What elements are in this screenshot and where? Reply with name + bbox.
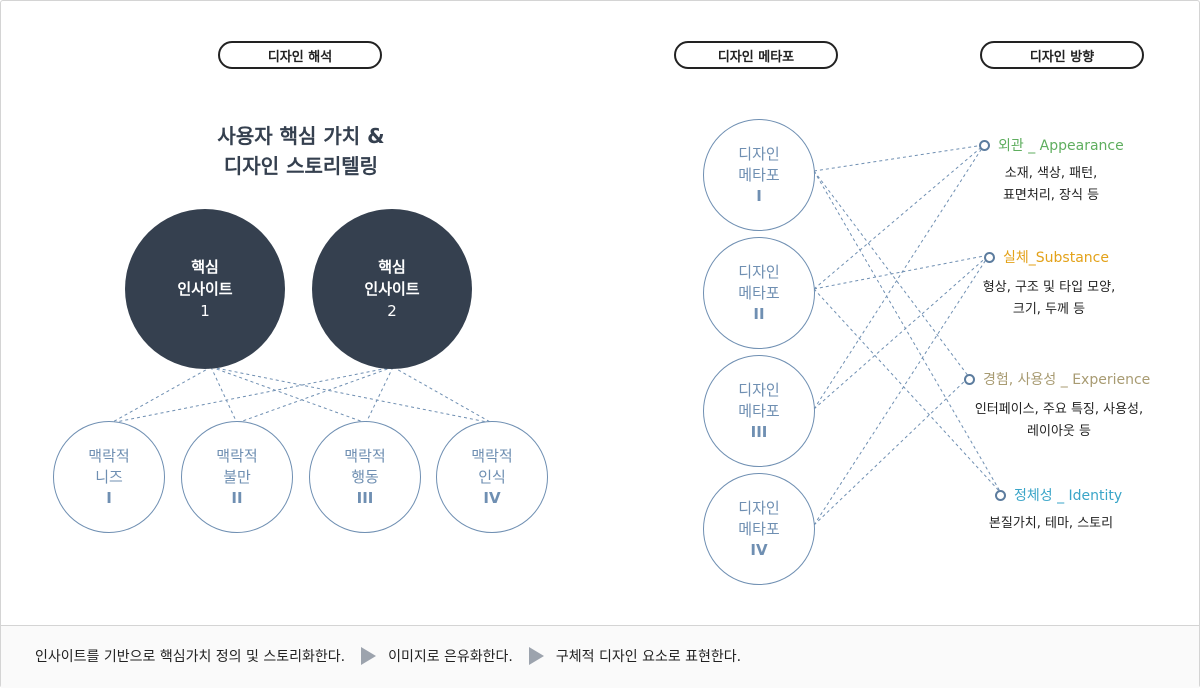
direction-appearance: 외관 _ Appearance xyxy=(979,135,1124,155)
direction-desc-substance: 형상, 구조 및 타입 모양, 크기, 두께 등 xyxy=(949,277,1149,321)
context-label: 맥락적 xyxy=(88,446,130,465)
insight-label: 인사이트 xyxy=(364,280,420,298)
connector-line xyxy=(110,366,394,424)
section-label-text: 디자인 메타포 xyxy=(717,49,795,65)
metaphor-circle-1: 디자인 메타포 I xyxy=(703,119,815,231)
direction-desc-experience: 인터페이스, 주요 특징, 사용성, 레이아웃 등 xyxy=(949,399,1169,443)
connector-line xyxy=(813,170,1002,494)
metaphor-circle-2: 디자인 메타포 II xyxy=(703,237,815,349)
arrow-right-icon xyxy=(528,647,544,665)
connector-line xyxy=(813,144,985,410)
connector-line xyxy=(110,366,212,424)
connector-line xyxy=(210,366,367,424)
context-circle-1: 맥락적 니즈 I xyxy=(53,421,165,533)
metaphor-circle-3: 디자인 메타포 III xyxy=(703,355,815,467)
context-number: III xyxy=(356,488,374,507)
direction-desc-line: 표면처리, 장식 등 xyxy=(1002,188,1100,203)
insight-label: 핵심 xyxy=(378,258,406,276)
metaphor-label: 디자인 xyxy=(738,144,780,163)
headline: 사용자 핵심 가치 & 디자인 스토리텔링 xyxy=(151,121,451,181)
process-step-1: 인사이트를 기반으로 핵심가치 정의 및 스토리화한다. xyxy=(35,649,346,665)
section-label-interpretation: 디자인 해석 xyxy=(218,41,382,69)
context-label: 인식 xyxy=(478,467,506,486)
section-label-text: 디자인 해석 xyxy=(267,49,333,65)
context-label: 맥락적 xyxy=(216,446,258,465)
connector-line xyxy=(813,144,985,172)
context-label: 불만 xyxy=(223,467,251,486)
diagram-area: 디자인 해석 디자인 메타포 디자인 방향 사용자 핵심 가치 & 디자인 스토… xyxy=(1,1,1199,625)
direction-desc-appearance: 소재, 색상, 패턴, 표면처리, 장식 등 xyxy=(961,163,1141,207)
metaphor-number: II xyxy=(753,304,765,323)
connector-line xyxy=(392,366,493,424)
connector-line xyxy=(236,366,394,424)
insight-label: 핵심 xyxy=(191,258,219,276)
metaphor-label: 메타포 xyxy=(738,165,780,184)
direction-title: 경험, 사용성 _ Experience xyxy=(983,372,1151,388)
process-step-2: 이미지로 은유화한다. xyxy=(388,649,513,665)
direction-desc-line: 레이아웃 등 xyxy=(1027,424,1091,439)
context-circle-2: 맥락적 불만 II xyxy=(181,421,293,533)
metaphor-label: 디자인 xyxy=(738,380,780,399)
metaphor-number: I xyxy=(756,186,762,205)
context-label: 맥락적 xyxy=(471,446,513,465)
connector-line xyxy=(813,144,985,290)
metaphor-label: 디자인 xyxy=(738,262,780,281)
context-circle-3: 맥락적 행동 III xyxy=(309,421,421,533)
section-label-text: 디자인 방향 xyxy=(1029,49,1095,65)
metaphor-label: 메타포 xyxy=(738,401,780,420)
process-footer: 인사이트를 기반으로 핵심가치 정의 및 스토리화한다. 이미지로 은유화한다.… xyxy=(1,625,1199,688)
bullet-dot-icon xyxy=(964,373,975,385)
process-steps: 인사이트를 기반으로 핵심가치 정의 및 스토리화한다. 이미지로 은유화한다.… xyxy=(35,646,741,666)
connector-line xyxy=(813,254,990,410)
metaphor-circle-4: 디자인 메타포 IV xyxy=(703,473,815,585)
direction-title: 정체성 _ Identity xyxy=(1014,488,1123,504)
headline-line-1: 사용자 핵심 가치 & xyxy=(217,124,385,148)
context-label: 행동 xyxy=(351,467,379,486)
connector-line xyxy=(365,366,394,424)
direction-substance: 실체_Substance xyxy=(984,247,1109,267)
context-number: II xyxy=(231,488,243,507)
section-label-metaphor: 디자인 메타포 xyxy=(674,41,838,69)
arrow-right-icon xyxy=(361,647,377,665)
insight-number: 2 xyxy=(387,302,397,320)
metaphor-label: 메타포 xyxy=(738,519,780,538)
direction-desc-line: 형상, 구조 및 타입 모양, xyxy=(982,280,1116,295)
direction-identity: 정체성 _ Identity xyxy=(995,485,1122,505)
bullet-dot-icon xyxy=(979,139,990,151)
context-label: 맥락적 xyxy=(344,446,386,465)
direction-desc-line: 인터페이스, 주요 특징, 사용성, xyxy=(974,402,1144,417)
direction-title: 실체_Substance xyxy=(1003,250,1109,266)
direction-experience: 경험, 사용성 _ Experience xyxy=(964,369,1150,389)
context-circle-4: 맥락적 인식 IV xyxy=(436,421,548,533)
context-label: 니즈 xyxy=(95,467,123,486)
bullet-dot-icon xyxy=(984,251,995,263)
metaphor-number: IV xyxy=(750,540,768,559)
bullet-dot-icon xyxy=(995,489,1006,501)
connector-line xyxy=(210,366,238,424)
metaphor-number: III xyxy=(750,422,768,441)
connector-line xyxy=(813,376,970,526)
metaphor-label: 디자인 xyxy=(738,498,780,517)
direction-desc-line: 크기, 두께 등 xyxy=(1012,302,1086,317)
insight-number: 1 xyxy=(200,302,210,320)
context-number: I xyxy=(106,488,112,507)
section-label-direction: 디자인 방향 xyxy=(980,41,1144,69)
direction-desc-line: 본질가치, 테마, 스토리 xyxy=(988,516,1114,531)
direction-desc-identity: 본질가치, 테마, 스토리 xyxy=(961,513,1141,535)
connector-line xyxy=(813,288,1002,494)
process-step-3: 구체적 디자인 요소로 표현한다. xyxy=(555,649,742,665)
direction-desc-line: 소재, 색상, 패턴, xyxy=(1004,166,1098,181)
metaphor-label: 메타포 xyxy=(738,283,780,302)
direction-title: 외관 _ Appearance xyxy=(998,138,1124,154)
insight-circle-1: 핵심 인사이트 1 xyxy=(125,209,285,369)
insight-label: 인사이트 xyxy=(177,280,233,298)
headline-line-2: 디자인 스토리텔링 xyxy=(223,154,379,178)
connector-lines xyxy=(110,144,1002,526)
context-number: IV xyxy=(483,488,501,507)
insight-circle-2: 핵심 인사이트 2 xyxy=(312,209,472,369)
